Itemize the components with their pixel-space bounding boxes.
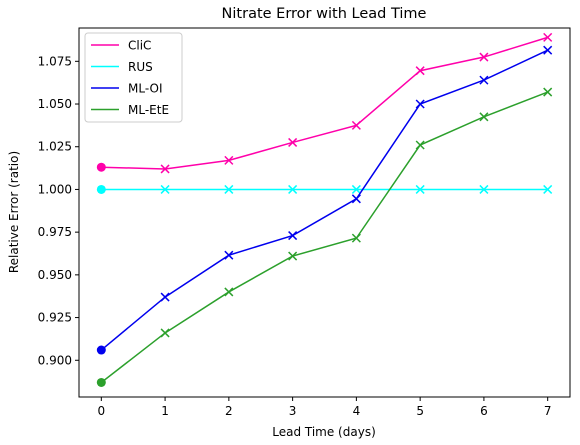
- data-point-clic: [543, 32, 553, 42]
- x-axis-label: Lead Time (days): [272, 425, 376, 439]
- x-marker-stroke: [543, 45, 553, 55]
- x-marker-stroke: [479, 112, 489, 122]
- y-tick-label: 0.975: [38, 225, 72, 239]
- data-point-ml-ete: [479, 112, 489, 122]
- x-tick-label: 5: [416, 404, 424, 418]
- data-point-clic: [160, 164, 170, 174]
- data-point-ml-ete: [543, 87, 553, 97]
- data-point-ml-ete: [96, 377, 106, 387]
- data-point-ml-ete: [160, 328, 170, 338]
- x-marker-stroke: [415, 99, 425, 109]
- plot-frame: [78, 27, 571, 398]
- x-marker-stroke: [160, 328, 170, 338]
- x-marker-stroke: [288, 231, 298, 241]
- data-point-ml-oi: [288, 231, 298, 241]
- x-axis: 0 1 2 3 4 5 6 7: [97, 397, 552, 418]
- data-point-rus: [160, 184, 170, 194]
- x-marker-stroke: [224, 287, 234, 297]
- x-marker-stroke: [479, 75, 489, 85]
- data-point-clic: [479, 52, 489, 62]
- x-tick-label: 4: [353, 404, 361, 418]
- y-tick-label: 1.000: [38, 182, 72, 196]
- data-point-rus: [415, 184, 425, 194]
- data-point-rus: [288, 184, 298, 194]
- legend: CliC RUS ML-OI ML-EtE: [84, 32, 183, 123]
- data-point-ml-oi: [224, 250, 234, 260]
- data-point-ml-oi: [351, 194, 361, 204]
- data-point-rus: [224, 184, 234, 194]
- x-marker-stroke: [543, 184, 553, 194]
- y-axis-label: Relative Error (ratio): [7, 151, 21, 273]
- x-tick-label: 6: [480, 404, 488, 418]
- data-point-ml-ete: [224, 287, 234, 297]
- y-tick-label: 1.050: [38, 97, 72, 111]
- x-marker-stroke: [224, 155, 234, 165]
- x-marker-stroke: [351, 184, 361, 194]
- data-point-clic: [415, 66, 425, 76]
- x-tick-label: 1: [161, 404, 169, 418]
- data-point-ml-ete: [288, 251, 298, 261]
- data-point-clic: [351, 120, 361, 130]
- x-marker-stroke: [351, 233, 361, 243]
- y-tick-label: 1.025: [38, 140, 72, 154]
- x-marker-stroke: [415, 140, 425, 150]
- data-point-ml-ete: [351, 233, 361, 243]
- y-tick-label: 0.900: [38, 353, 72, 367]
- data-point-ml-oi: [543, 45, 553, 55]
- x-tick-label: 7: [544, 404, 552, 418]
- data-point-clic: [288, 137, 298, 147]
- data-point-clic: [96, 162, 106, 172]
- x-marker-stroke: [543, 32, 553, 42]
- data-point-rus: [479, 184, 489, 194]
- x-marker-stroke: [160, 292, 170, 302]
- x-marker-stroke: [543, 87, 553, 97]
- x-tick-label: 2: [225, 404, 233, 418]
- data-point-rus: [543, 184, 553, 194]
- series-line-ml-ete: [100, 91, 548, 384]
- data-point-ml-oi: [415, 99, 425, 109]
- x-marker-stroke: [288, 184, 298, 194]
- series-line-clic: [101, 36, 548, 170]
- legend-label-ml-ete: ML-EtE: [128, 103, 169, 117]
- data-point-rus: [351, 184, 361, 194]
- y-tick-label: 0.950: [38, 268, 72, 282]
- y-tick-label: 1.075: [38, 54, 72, 68]
- plot-area: [96, 32, 553, 387]
- x-marker-stroke: [479, 184, 489, 194]
- x-tick-label: 0: [97, 404, 105, 418]
- data-point-clic: [224, 155, 234, 165]
- y-axis: 0.900 0.925 0.950 0.975 1.000 1.025 1.050 1.075: [38, 54, 79, 367]
- x-marker-stroke: [479, 52, 489, 62]
- data-point-ml-oi: [160, 292, 170, 302]
- legend-label-clic: CliC: [128, 39, 151, 53]
- legend-label-ml-oi: ML-OI: [128, 82, 162, 96]
- data-point-ml-oi: [479, 75, 489, 85]
- data-point-rus: [96, 184, 106, 194]
- x-marker-stroke: [288, 137, 298, 147]
- x-marker-stroke: [351, 194, 361, 204]
- data-point-ml-oi: [96, 345, 106, 355]
- x-marker-stroke: [351, 120, 361, 130]
- y-tick-label: 0.925: [38, 311, 72, 325]
- data-point-ml-ete: [415, 140, 425, 150]
- x-marker-stroke: [224, 184, 234, 194]
- x-marker-stroke: [415, 184, 425, 194]
- chart-title: Nitrate Error with Lead Time: [222, 6, 427, 22]
- legend-box: [84, 32, 183, 123]
- x-marker-stroke: [160, 164, 170, 174]
- x-marker-stroke: [288, 251, 298, 261]
- series-line-ml-oi: [100, 49, 549, 351]
- x-marker-stroke: [224, 250, 234, 260]
- x-marker-stroke: [415, 66, 425, 76]
- legend-label-rus: RUS: [128, 60, 153, 74]
- x-marker-stroke: [160, 184, 170, 194]
- x-tick-label: 3: [289, 404, 297, 418]
